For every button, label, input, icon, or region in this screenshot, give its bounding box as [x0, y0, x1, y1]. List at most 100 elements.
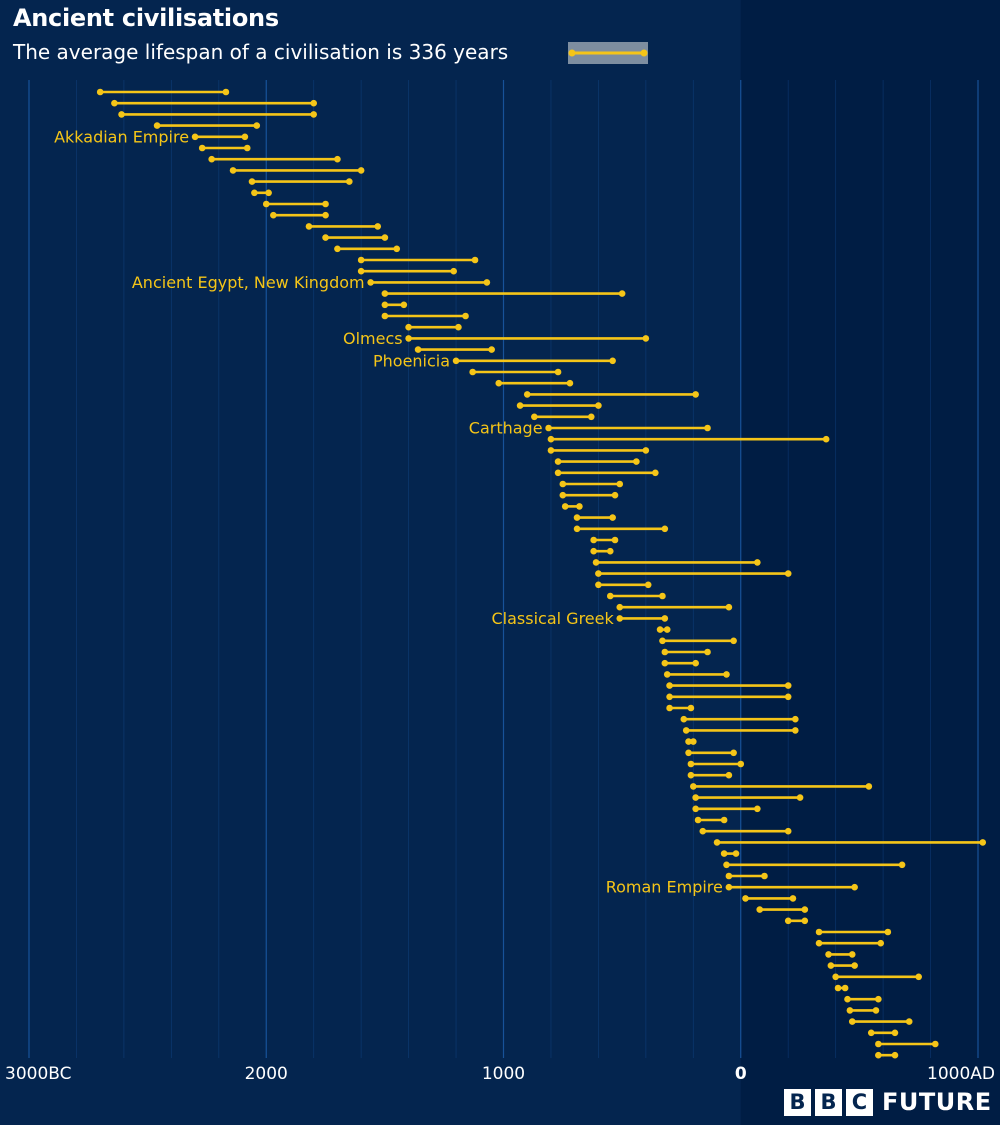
bar-start-dot [825, 951, 832, 958]
bar-end-dot [865, 783, 873, 790]
civilisation-bar [270, 211, 329, 219]
bar-start-dot [573, 525, 581, 533]
bar-end-dot [730, 637, 737, 645]
bar-end-dot [642, 447, 650, 454]
bar-start-dot [405, 323, 412, 331]
bar-start-dot [875, 1040, 882, 1048]
civilisation-bar [663, 671, 730, 678]
legend-swatch-end-dot [640, 49, 648, 57]
bar-end-dot [690, 738, 697, 745]
civilisation-bar [666, 682, 792, 689]
civilisation-bar [616, 603, 733, 611]
bar-start-dot [815, 939, 823, 947]
bar-end-dot [471, 256, 479, 264]
civilisation-bar [692, 794, 804, 801]
civilisation-bar [191, 133, 249, 141]
x-tick-label: 0 [735, 1064, 747, 1084]
civilisation-bar [815, 939, 885, 947]
bar-start-dot [725, 872, 733, 880]
bar-start-dot [495, 379, 503, 387]
civilisation-label: Carthage [469, 419, 543, 438]
civilisation-bar [606, 592, 666, 600]
civilisation-bar [561, 503, 583, 510]
bar-end-dot [345, 178, 353, 185]
bar-end-dot [796, 794, 804, 801]
civilisation-bar [694, 816, 728, 824]
bar-end-dot [692, 391, 699, 398]
bar-start-dot [554, 469, 562, 477]
bar-start-dot [270, 211, 277, 219]
bar-start-dot [680, 715, 688, 723]
civilisation-bar [523, 391, 699, 398]
civilisation-bar [742, 895, 797, 902]
bar-start-dot [381, 301, 389, 309]
bar-end-dot [915, 973, 922, 981]
bar-end-dot [704, 424, 711, 432]
bar-start-dot [198, 144, 206, 152]
bar-end-dot [979, 839, 987, 846]
civilisation-bar [682, 727, 799, 734]
civilisation-bar [545, 424, 711, 432]
bar-end-dot [754, 805, 761, 813]
bar-start-dot [699, 827, 707, 835]
bar-start-dot [191, 133, 199, 141]
bar-end-dot [792, 715, 799, 723]
civilisation-bar [414, 346, 495, 353]
x-tick-label: 3000BC [5, 1064, 72, 1084]
civilisation-bar [725, 872, 768, 880]
bar-end-dot [322, 211, 329, 219]
civilisation-label: Ancient Egypt, New Kingdom [132, 273, 365, 292]
bar-end-dot [488, 346, 495, 353]
bar-start-dot [262, 200, 270, 208]
bar-start-dot [469, 368, 476, 376]
bar-end-dot [334, 155, 341, 163]
civilisation-bar [725, 883, 858, 891]
bar-end-dot [322, 200, 329, 208]
bar-end-dot [737, 760, 745, 768]
civilisation-bar [723, 861, 906, 869]
civilisation-bar [666, 704, 695, 712]
bar-end-dot [400, 301, 408, 309]
civilisation-bar [208, 155, 341, 163]
bar-start-dot [827, 962, 835, 969]
civilisation-bar [405, 323, 462, 331]
civilisation-label: Classical Greek [492, 609, 615, 628]
bar-end-dot [381, 234, 389, 241]
civilisation-label: Phoenicia [373, 351, 450, 370]
civilisation-bar [875, 1051, 899, 1059]
bar-start-dot [682, 727, 690, 734]
bar-end-dot [891, 1029, 899, 1037]
bar-end-dot [265, 189, 272, 197]
bar-end-dot [393, 245, 401, 253]
bar-end-dot [851, 883, 858, 891]
bar-end-dot [554, 368, 562, 376]
civilisation-bar [685, 738, 697, 745]
bar-end-dot [725, 603, 733, 611]
civilisation-bar [690, 783, 873, 790]
bar-start-dot [666, 704, 673, 712]
x-axis-ticks: 3000BC 2000 1000 0 1000AD [5, 1064, 995, 1084]
bar-start-dot [153, 122, 161, 129]
x-tick-label: 1000AD [927, 1064, 995, 1084]
bar-start-dot [713, 839, 721, 846]
civilisation-labels: Akkadian Empire Ancient Egypt, New Kingdo… [54, 127, 723, 896]
bar-end-dot [931, 1040, 939, 1048]
bar-end-dot [784, 682, 792, 689]
civilisation-bar [659, 637, 737, 645]
bar-end-dot [872, 1007, 880, 1014]
civilisation-bar [573, 514, 616, 521]
bar-end-dot [784, 693, 792, 701]
civilisation-bar [96, 88, 230, 96]
civilisation-bar [547, 435, 830, 443]
bar-end-dot [652, 469, 659, 477]
civilisation-bar [784, 917, 809, 925]
logo-letter-b2: B [815, 1088, 842, 1116]
bar-end-dot [723, 671, 730, 678]
civilisation-bar [554, 458, 640, 465]
civilisation-bar [656, 626, 671, 633]
civilisation-bar [875, 1040, 939, 1048]
civilisation-bars [96, 88, 987, 1059]
civilisation-bar [357, 256, 479, 264]
civilisation-bar [367, 279, 491, 286]
